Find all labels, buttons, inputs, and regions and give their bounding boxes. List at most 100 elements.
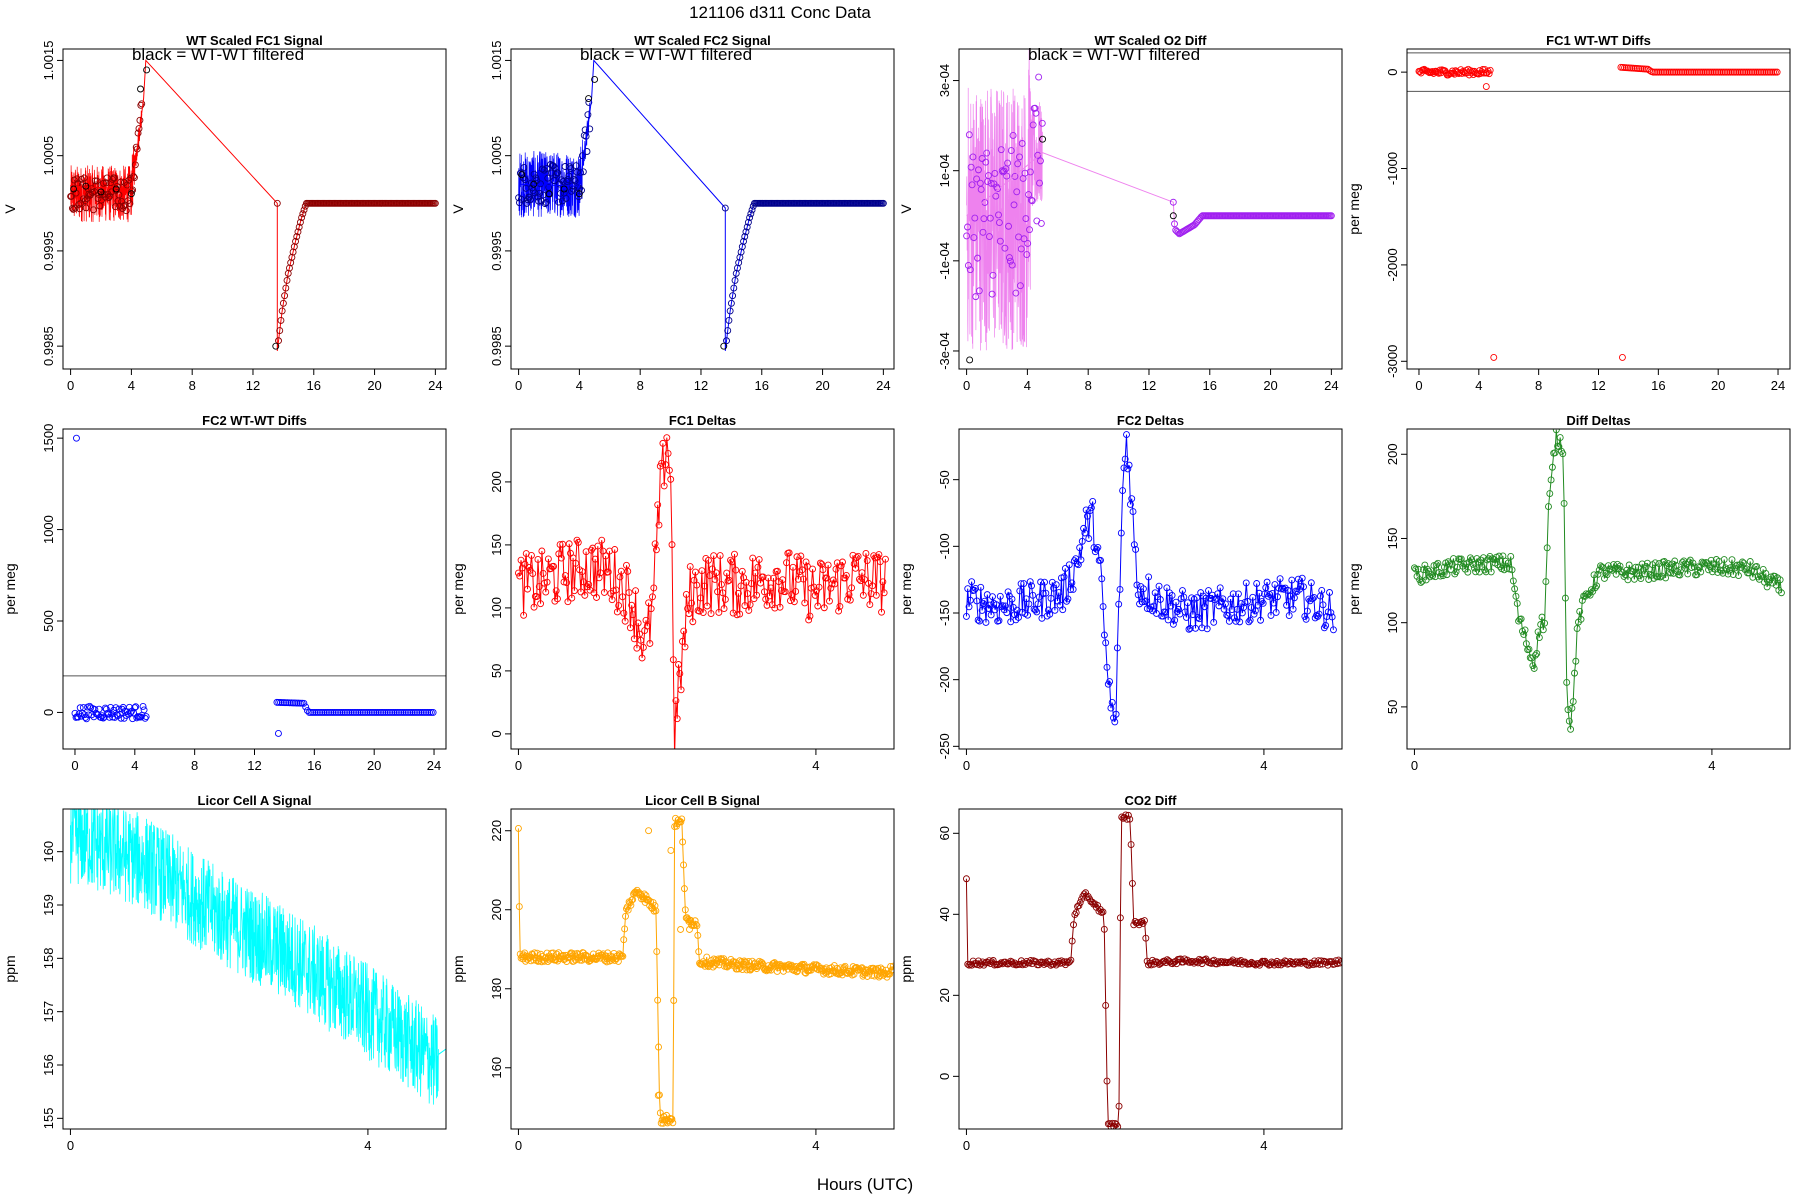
trace-point bbox=[996, 592, 1004, 600]
trace-point bbox=[1069, 585, 1077, 593]
diff-point bbox=[1660, 68, 1668, 76]
trace-point bbox=[1307, 579, 1315, 587]
signal-point bbox=[575, 193, 583, 201]
signal-noise bbox=[966, 49, 1043, 351]
trace-point bbox=[738, 958, 745, 966]
outlier-point bbox=[73, 434, 80, 442]
trace-point bbox=[1318, 587, 1326, 594]
trace-point bbox=[680, 885, 688, 893]
signal-point bbox=[102, 179, 110, 187]
trace-point bbox=[1142, 934, 1150, 942]
trace-point bbox=[1258, 598, 1266, 605]
signal-point bbox=[1013, 188, 1021, 196]
plateau-point bbox=[284, 269, 292, 277]
diff-point bbox=[1748, 68, 1756, 76]
trace-point bbox=[1201, 603, 1209, 611]
trace-point bbox=[669, 1119, 677, 1127]
plateau-point bbox=[300, 206, 308, 214]
trace-point bbox=[630, 635, 638, 643]
trace-point bbox=[1672, 561, 1680, 569]
diff-point bbox=[115, 705, 123, 713]
trace-point bbox=[1028, 582, 1035, 590]
trace-point bbox=[1080, 524, 1088, 532]
x-tick-label: 4 bbox=[1475, 378, 1482, 393]
signal-band bbox=[70, 809, 439, 1105]
y-tick-label: 1.0005 bbox=[489, 136, 504, 176]
trace-point bbox=[533, 949, 541, 957]
spike-point bbox=[686, 926, 693, 933]
trace-point bbox=[1332, 957, 1340, 965]
signal-point bbox=[1010, 201, 1018, 209]
x-tick-label: 12 bbox=[247, 758, 261, 773]
signal-point bbox=[109, 176, 116, 183]
plot-frame bbox=[958, 428, 1343, 750]
trace-point bbox=[632, 889, 640, 897]
trace-point bbox=[685, 610, 693, 618]
outlier-point bbox=[274, 730, 282, 737]
diff-point bbox=[77, 712, 85, 720]
trace-point bbox=[740, 957, 748, 965]
signal-point bbox=[110, 174, 118, 182]
y-tick-label: 1e-04 bbox=[937, 154, 952, 187]
trace-point bbox=[1453, 563, 1461, 571]
trace-point bbox=[1015, 614, 1022, 621]
trace-point bbox=[537, 950, 545, 958]
trace-point bbox=[793, 968, 801, 976]
trace-point bbox=[764, 574, 772, 582]
diff-point bbox=[1425, 69, 1433, 77]
plot-frame bbox=[510, 428, 895, 750]
series-line bbox=[70, 59, 436, 351]
trace-point bbox=[1261, 590, 1268, 598]
diff-point bbox=[1712, 68, 1720, 76]
trace-point bbox=[1119, 487, 1127, 495]
trace-point bbox=[827, 584, 835, 592]
chart-panel-p1: WT Scaled FC1 Signal 0 4 8 12 16 20 24 0.9985 0.9… bbox=[2, 33, 447, 393]
plateau-point bbox=[741, 233, 749, 241]
trace-point bbox=[638, 654, 646, 662]
trace-point bbox=[1124, 465, 1132, 473]
diff-point bbox=[1761, 68, 1769, 76]
trace-point bbox=[1466, 554, 1474, 562]
trace-point bbox=[775, 578, 783, 586]
diff-point bbox=[370, 708, 378, 716]
trace-point bbox=[1450, 555, 1457, 562]
trace-point bbox=[1735, 572, 1742, 579]
trace-point bbox=[672, 755, 678, 761]
trace-point bbox=[1719, 569, 1727, 577]
trace-point bbox=[1016, 960, 1024, 968]
signal-point bbox=[1037, 219, 1045, 227]
x-tick-label: 8 bbox=[191, 758, 198, 773]
trace-point bbox=[556, 541, 564, 549]
trace-point bbox=[849, 551, 857, 559]
signal-point bbox=[579, 168, 587, 176]
trace-point bbox=[1632, 563, 1640, 571]
signal-point bbox=[136, 116, 144, 124]
trace-point bbox=[1324, 608, 1332, 616]
trace-point bbox=[565, 540, 573, 548]
y-tick-label: -250 bbox=[937, 733, 952, 759]
signal-point bbox=[106, 192, 114, 200]
trace-point bbox=[1139, 585, 1147, 593]
y-tick-label: 1.0015 bbox=[489, 41, 504, 81]
trace-point bbox=[1113, 644, 1121, 652]
trace-point bbox=[1192, 624, 1199, 632]
diff-point bbox=[415, 708, 423, 716]
y-tick-label: 0 bbox=[489, 730, 504, 737]
trace-point bbox=[1075, 902, 1083, 910]
trace-point bbox=[691, 917, 699, 925]
trace-point bbox=[1292, 587, 1300, 595]
trace-point bbox=[1263, 578, 1271, 586]
plateau-point bbox=[282, 284, 290, 292]
plateau-point bbox=[746, 214, 754, 222]
signal-point bbox=[80, 174, 88, 182]
trace-point bbox=[1127, 841, 1135, 849]
signal-point bbox=[536, 189, 544, 197]
chart-annotation: black = WT-WT filtered bbox=[580, 45, 752, 64]
trace-point bbox=[757, 958, 765, 966]
trace-point bbox=[689, 618, 697, 626]
trace-point bbox=[1289, 605, 1297, 613]
signal-point bbox=[995, 211, 1002, 219]
trace-point bbox=[837, 562, 845, 570]
trace-point bbox=[1172, 598, 1180, 606]
diff-point bbox=[334, 708, 342, 716]
